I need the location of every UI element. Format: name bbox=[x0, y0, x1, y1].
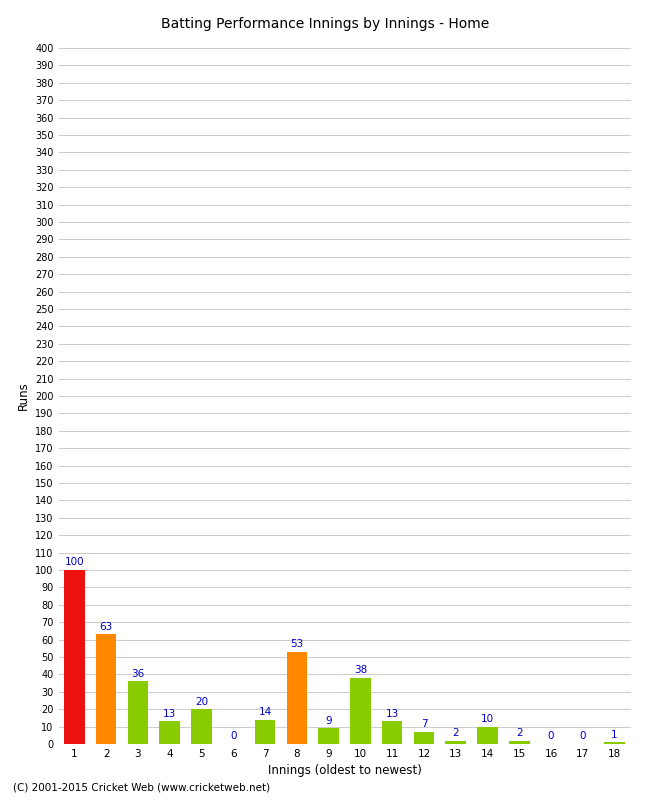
Text: 38: 38 bbox=[354, 666, 367, 675]
Bar bbox=[159, 722, 180, 744]
Text: 9: 9 bbox=[325, 716, 332, 726]
Text: 0: 0 bbox=[548, 731, 554, 742]
Text: 10: 10 bbox=[481, 714, 494, 724]
Text: 100: 100 bbox=[64, 558, 84, 567]
X-axis label: Innings (oldest to newest): Innings (oldest to newest) bbox=[268, 765, 421, 778]
Text: 0: 0 bbox=[580, 731, 586, 742]
Bar bbox=[413, 732, 434, 744]
Bar bbox=[604, 742, 625, 744]
Text: (C) 2001-2015 Cricket Web (www.cricketweb.net): (C) 2001-2015 Cricket Web (www.cricketwe… bbox=[13, 782, 270, 792]
Bar bbox=[127, 682, 148, 744]
Text: 63: 63 bbox=[99, 622, 113, 632]
Text: 36: 36 bbox=[131, 669, 144, 678]
Text: 13: 13 bbox=[163, 709, 176, 718]
Text: Batting Performance Innings by Innings - Home: Batting Performance Innings by Innings -… bbox=[161, 17, 489, 31]
Bar bbox=[477, 726, 498, 744]
Bar bbox=[318, 728, 339, 744]
Bar bbox=[255, 720, 276, 744]
Bar bbox=[287, 652, 307, 744]
Y-axis label: Runs: Runs bbox=[16, 382, 29, 410]
Bar bbox=[191, 709, 212, 744]
Bar bbox=[509, 741, 530, 744]
Text: 7: 7 bbox=[421, 719, 427, 730]
Bar bbox=[96, 634, 116, 744]
Text: 14: 14 bbox=[259, 707, 272, 717]
Bar bbox=[382, 722, 402, 744]
Text: 1: 1 bbox=[611, 730, 618, 740]
Bar bbox=[64, 570, 84, 744]
Bar bbox=[445, 741, 466, 744]
Text: 0: 0 bbox=[230, 731, 237, 742]
Text: 13: 13 bbox=[385, 709, 399, 718]
Text: 53: 53 bbox=[290, 639, 304, 649]
Bar bbox=[350, 678, 370, 744]
Text: 2: 2 bbox=[516, 728, 523, 738]
Text: 20: 20 bbox=[195, 697, 208, 706]
Text: 2: 2 bbox=[452, 728, 459, 738]
